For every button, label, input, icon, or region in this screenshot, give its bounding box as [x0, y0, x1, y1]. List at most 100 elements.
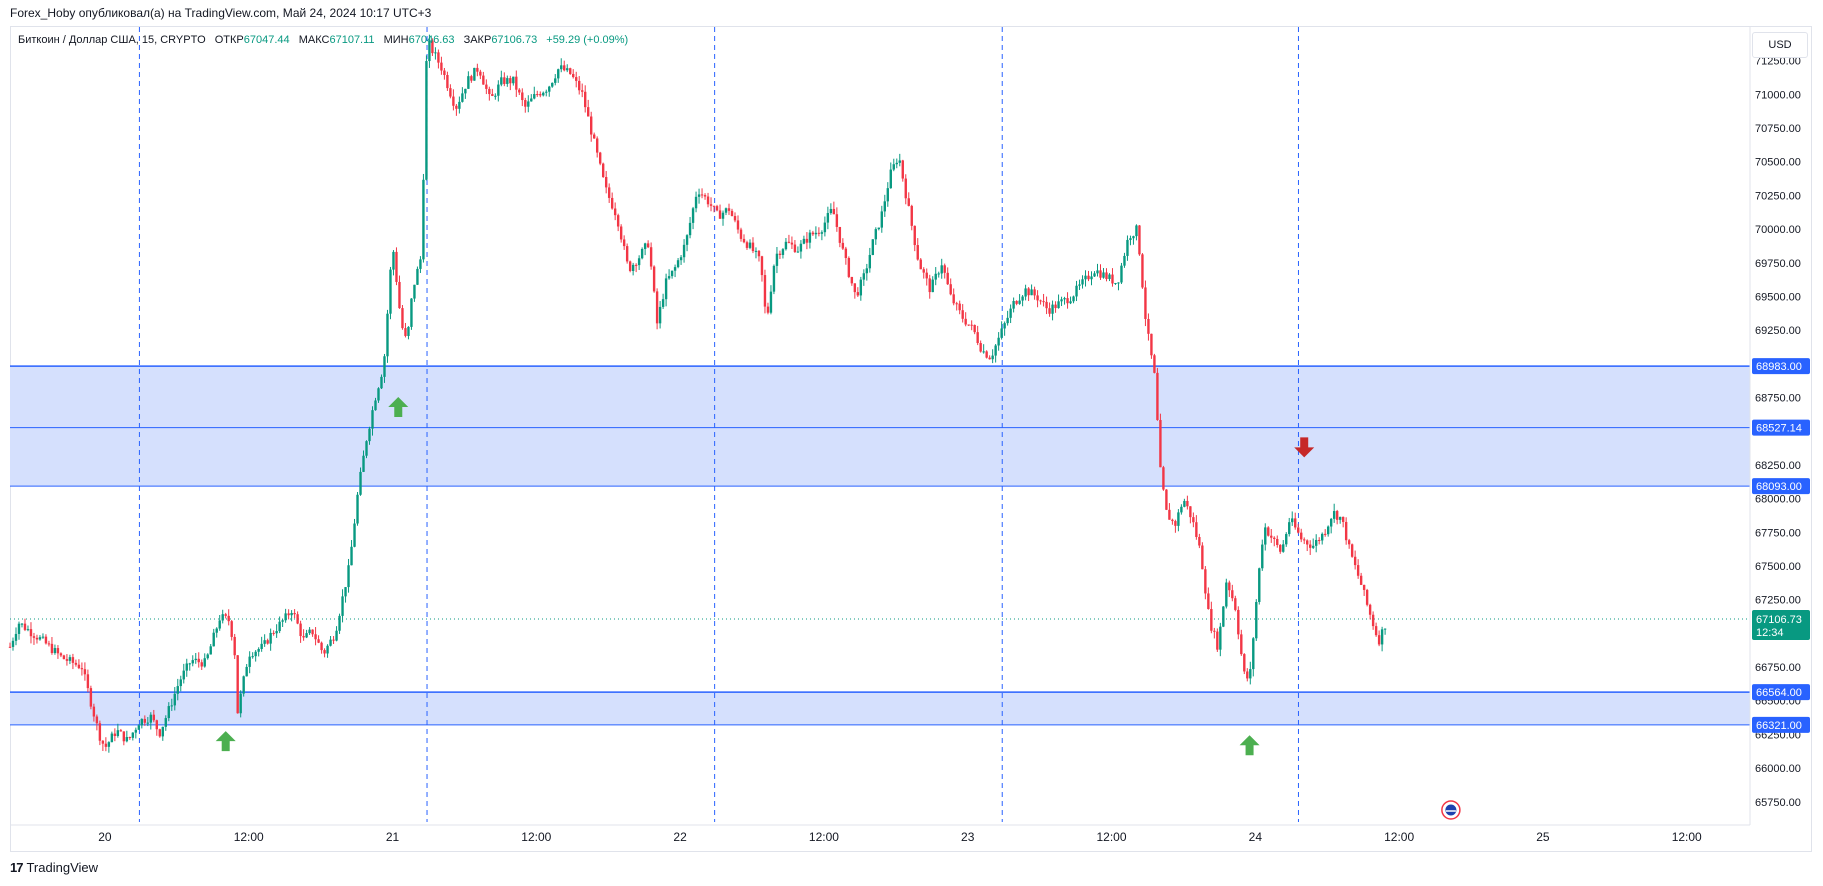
- candle-body: [745, 242, 749, 248]
- candle-body: [1219, 626, 1222, 650]
- candle-body: [928, 278, 931, 293]
- candle-body: [305, 633, 308, 638]
- candle-body: [512, 76, 515, 84]
- candle-body: [676, 260, 680, 268]
- candle-body: [341, 596, 344, 616]
- candle-body: [347, 565, 350, 588]
- candle-body: [883, 201, 886, 212]
- candle-body: [1341, 516, 1345, 522]
- candle-body: [1168, 509, 1171, 520]
- candle-body: [131, 732, 135, 738]
- candle-body: [1288, 522, 1291, 535]
- candle-body: [572, 73, 575, 78]
- candle-body: [191, 660, 194, 664]
- candle-body: [494, 95, 497, 97]
- candle-body: [491, 94, 494, 96]
- candle-body: [1072, 296, 1075, 302]
- candle-body: [248, 656, 251, 667]
- candle-body: [239, 693, 242, 714]
- candle-body: [296, 614, 299, 624]
- candle-body: [389, 269, 392, 314]
- candle-body: [251, 656, 254, 658]
- candle-body: [703, 195, 707, 197]
- candle-body: [470, 76, 473, 81]
- y-tick-label: 70000.00: [1755, 224, 1801, 236]
- candle-body: [95, 716, 99, 724]
- candle-body: [973, 324, 976, 333]
- candle-body: [790, 242, 794, 245]
- candles-layer: [8, 34, 1387, 753]
- candle-body: [1246, 671, 1249, 679]
- candle-body: [682, 244, 686, 258]
- candle-body: [838, 226, 842, 243]
- candle-body: [101, 740, 105, 744]
- candle-body: [428, 40, 431, 62]
- candle-body: [164, 718, 167, 727]
- candle-body: [634, 264, 638, 266]
- candle-body: [679, 257, 683, 261]
- candle-body: [799, 243, 803, 252]
- x-tick-label: 12:00: [809, 830, 839, 844]
- vertical-lines-layer: [138, 27, 1299, 822]
- candle-body: [1045, 301, 1048, 309]
- candle-body: [661, 299, 665, 307]
- candle-body: [832, 208, 836, 215]
- candle-body: [631, 264, 635, 271]
- candle-body: [11, 640, 15, 647]
- candle-body: [1240, 634, 1243, 655]
- y-tick-label: 66000.00: [1755, 763, 1801, 775]
- y-tick-label: 71000.00: [1755, 89, 1801, 101]
- candle-body: [332, 639, 335, 641]
- candle-body: [1306, 540, 1309, 545]
- candle-body: [658, 306, 662, 324]
- candle-body: [1069, 301, 1072, 304]
- zones-layer: [10, 365, 1750, 726]
- candle-body: [1093, 273, 1096, 277]
- price-label: 68527.14: [1756, 423, 1802, 435]
- x-tick-label: 24: [1249, 830, 1263, 844]
- legend-high-value: 67107.11: [329, 34, 375, 46]
- axes-layer: 65750.0066000.0066250.0066500.0066750.00…: [10, 27, 1801, 844]
- candle-body: [287, 613, 290, 616]
- candle-body: [221, 614, 224, 621]
- candle-body: [1347, 540, 1351, 545]
- price-label-box: [1752, 478, 1810, 495]
- candle-body: [548, 86, 551, 92]
- candle-body: [62, 655, 66, 660]
- candle-body: [176, 686, 179, 694]
- candle-body: [685, 235, 689, 245]
- candle-body: [1096, 270, 1099, 274]
- candle-body: [194, 658, 197, 661]
- candle-body: [1282, 544, 1285, 552]
- candle-body: [670, 270, 674, 277]
- footer-brand[interactable]: 17 TradingView: [10, 858, 98, 878]
- candle-body: [889, 169, 892, 189]
- candle-body: [338, 615, 341, 631]
- price-label-box: [1752, 684, 1810, 701]
- candle-body: [452, 96, 455, 106]
- candle-body: [320, 642, 323, 651]
- candle-body: [260, 643, 263, 649]
- candle-body: [934, 273, 937, 280]
- candle-body: [718, 210, 722, 219]
- candle-body: [664, 278, 668, 300]
- candle-body: [416, 268, 419, 285]
- footer-brand-text: TradingView: [26, 860, 99, 875]
- price-label: 68983.00: [1756, 361, 1802, 373]
- currency-button[interactable]: USD: [1752, 32, 1808, 58]
- candle-body: [811, 232, 815, 235]
- candle-body: [982, 351, 985, 353]
- candle-body: [1264, 527, 1267, 545]
- legend-change: +59.29 (+0.09%): [546, 34, 629, 46]
- candle-body: [943, 265, 946, 273]
- y-tick-label: 70250.00: [1755, 190, 1801, 202]
- candle-body: [197, 658, 200, 663]
- candle-body: [1003, 323, 1006, 329]
- candle-body: [1332, 511, 1336, 519]
- candle-body: [308, 629, 311, 634]
- candle-body: [182, 670, 185, 680]
- candle-body: [607, 187, 611, 198]
- candle-body: [1051, 304, 1054, 314]
- candle-body: [592, 134, 596, 139]
